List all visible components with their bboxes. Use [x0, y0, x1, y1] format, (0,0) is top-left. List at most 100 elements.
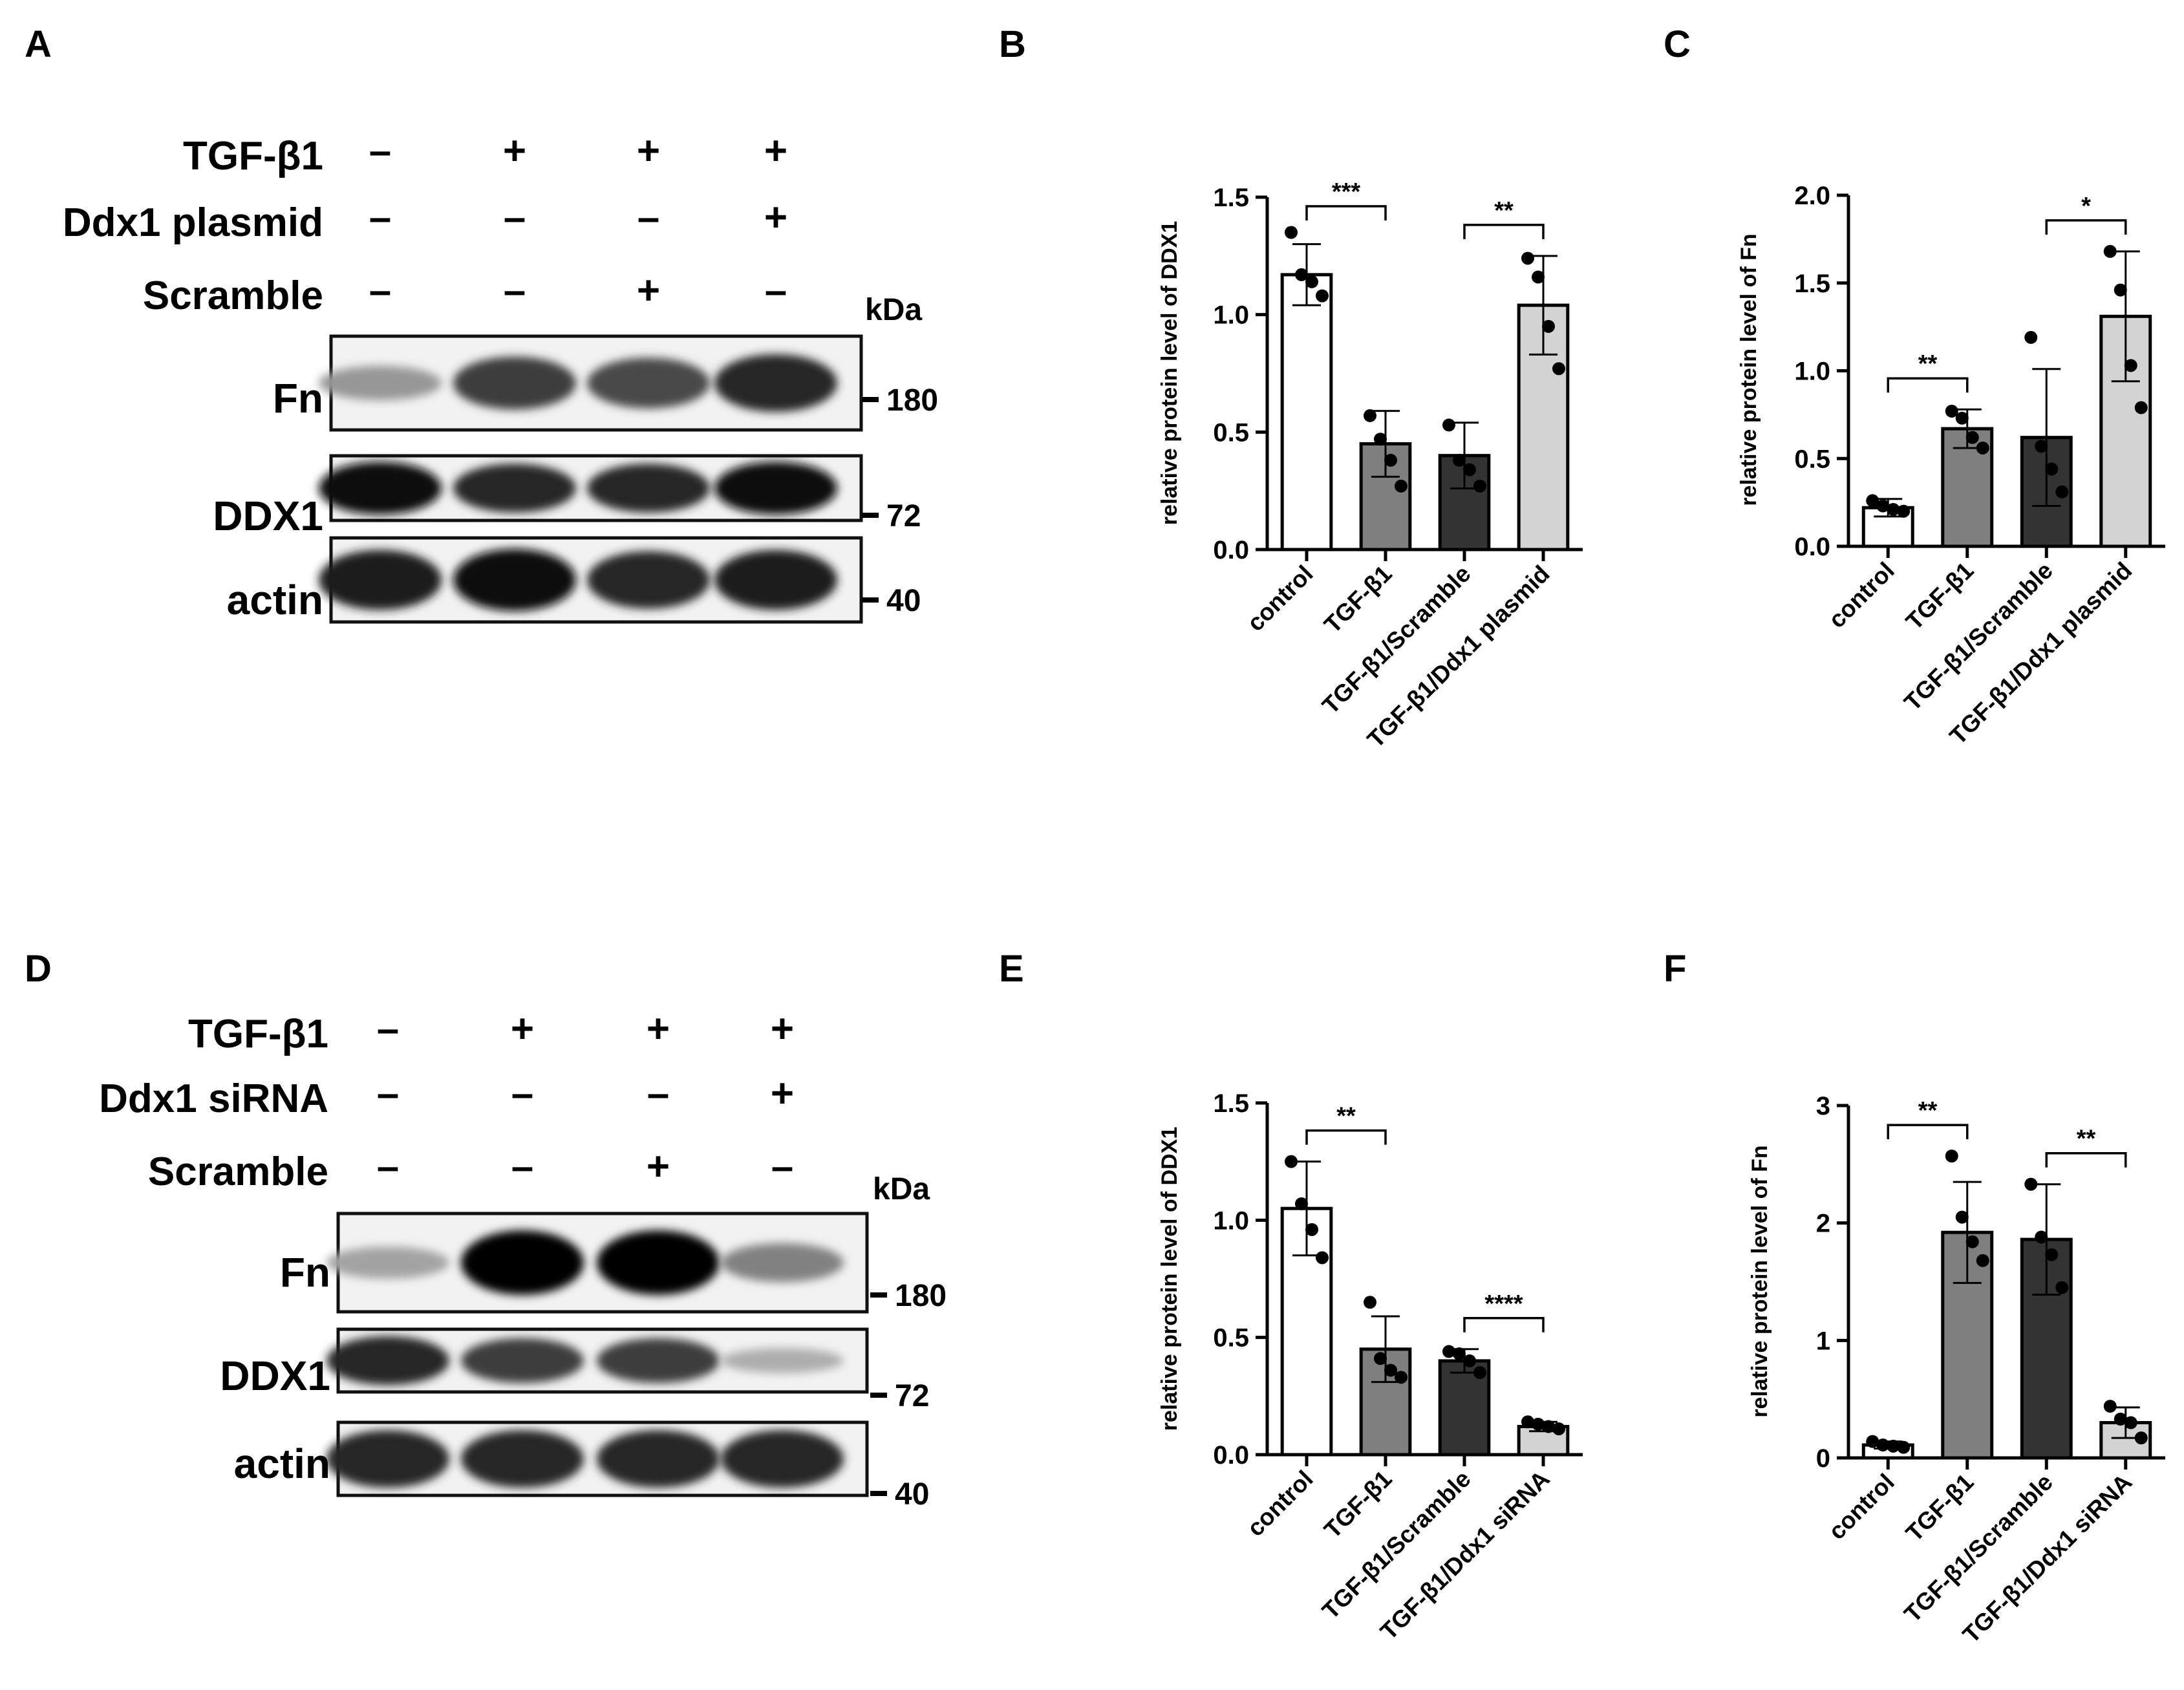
data-point — [1955, 1210, 1969, 1224]
condition-sign: – — [504, 268, 526, 313]
significance-bracket — [2045, 1151, 2127, 1168]
y-tick-label: 0.0 — [1213, 536, 1249, 564]
blot-band — [721, 1347, 844, 1374]
condition-label: Scramble — [143, 273, 323, 318]
data-point — [1866, 1435, 1879, 1448]
blot-band — [461, 1338, 584, 1384]
data-point — [1887, 1439, 1900, 1453]
data-point — [1521, 251, 1534, 265]
y-tick-label: 2 — [1816, 1210, 1830, 1238]
data-point — [1364, 409, 1376, 422]
data-point — [1897, 504, 1911, 518]
condition-sign: – — [765, 268, 787, 313]
kda-label: kDa — [865, 293, 922, 327]
data-point — [1945, 404, 1958, 418]
condition-sign: – — [511, 1144, 533, 1189]
blot-strip — [319, 454, 863, 522]
data-point — [1552, 362, 1565, 376]
data-point — [1976, 441, 1989, 455]
significance-label: *** — [1332, 178, 1361, 206]
data-point — [2045, 1248, 2059, 1261]
y-tick-label: 0.5 — [1794, 445, 1830, 473]
blot-strip — [319, 536, 863, 624]
condition-sign: – — [377, 1144, 399, 1189]
data-point — [1976, 1254, 1989, 1267]
marker-label: 180 — [895, 1279, 947, 1313]
panel-label: D — [25, 948, 52, 990]
data-point — [1887, 502, 1900, 516]
condition-sign: – — [637, 195, 659, 240]
blot-band — [597, 1230, 720, 1295]
y-tick-label: 1.5 — [1213, 184, 1249, 212]
marker-label: 40 — [895, 1477, 929, 1512]
data-point — [2134, 401, 2148, 414]
data-point — [2055, 1281, 2069, 1294]
data-point — [1305, 1223, 1318, 1236]
significance-label: ** — [1336, 1103, 1356, 1130]
condition-sign: – — [504, 195, 526, 240]
blot-band — [453, 464, 576, 513]
data-point — [1945, 1150, 1958, 1163]
data-point — [1316, 1251, 1329, 1265]
data-point — [1453, 1347, 1466, 1361]
data-point — [2134, 1431, 2148, 1445]
data-point — [1316, 289, 1329, 303]
condition-label: Scramble — [148, 1150, 328, 1194]
y-tick-label: 2.0 — [1794, 182, 1830, 210]
blot-strip — [327, 1420, 869, 1497]
significance-bracket — [1463, 1317, 1545, 1332]
significance-bracket — [1305, 1129, 1387, 1145]
blot-band — [587, 358, 710, 409]
data-point — [1374, 1352, 1387, 1365]
condition-sign: + — [647, 1007, 670, 1051]
data-point — [1532, 1417, 1545, 1431]
data-point — [1965, 431, 1979, 444]
x-tick-label: control — [1242, 1466, 1318, 1542]
data-point — [2024, 330, 2038, 344]
x-tick-label: TGF-β1 — [1319, 561, 1397, 639]
x-tick-label: TGF-β1/Scramble — [1899, 557, 2058, 716]
data-point — [1876, 1439, 1890, 1452]
band-label: Fn — [273, 375, 323, 422]
data-point — [2103, 1400, 2117, 1413]
blot-band — [319, 550, 442, 610]
condition-label: Ddx1 plasmid — [63, 200, 323, 245]
condition-sign: + — [637, 268, 660, 313]
x-tick-label: TGF-β1 — [1901, 1469, 1979, 1547]
data-point — [1542, 319, 1555, 333]
data-point — [2035, 1230, 2048, 1244]
data-point — [1965, 1235, 1979, 1248]
y-tick-label: 1.0 — [1213, 301, 1249, 330]
significance-label: ** — [2077, 1126, 2096, 1153]
condition-label: TGF-β1 — [188, 1012, 328, 1056]
data-point — [1521, 1415, 1534, 1429]
data-point — [2114, 1413, 2127, 1426]
x-tick-label: TGF-β1/Scramble — [1899, 1469, 2058, 1628]
condition-sign: – — [377, 1007, 399, 1051]
significance-bracket — [1887, 377, 1969, 393]
y-tick-label: 1.0 — [1213, 1206, 1249, 1235]
y-tick-label: 0.0 — [1213, 1441, 1249, 1470]
blot-band — [597, 1338, 720, 1384]
blot-band — [597, 1429, 720, 1488]
data-point — [1955, 411, 1969, 425]
y-tick-label: 1.5 — [1213, 1089, 1249, 1118]
condition-sign: + — [511, 1007, 534, 1051]
significance-bracket — [1463, 224, 1545, 239]
marker-label: 180 — [886, 383, 938, 418]
data-point — [1473, 1366, 1486, 1380]
data-point — [1295, 1197, 1308, 1210]
band-label: DDX1 — [220, 1353, 330, 1399]
condition-sign: + — [771, 1071, 794, 1116]
blot-strip — [327, 1212, 869, 1314]
blot-band — [453, 548, 576, 612]
condition-label: TGF-β1 — [183, 134, 323, 178]
significance-label: ** — [1918, 1097, 1938, 1124]
data-point — [1442, 1345, 1455, 1358]
condition-label: Ddx1 siRNA — [99, 1076, 328, 1121]
significance-bracket — [1305, 205, 1387, 220]
data-point — [1374, 433, 1387, 446]
